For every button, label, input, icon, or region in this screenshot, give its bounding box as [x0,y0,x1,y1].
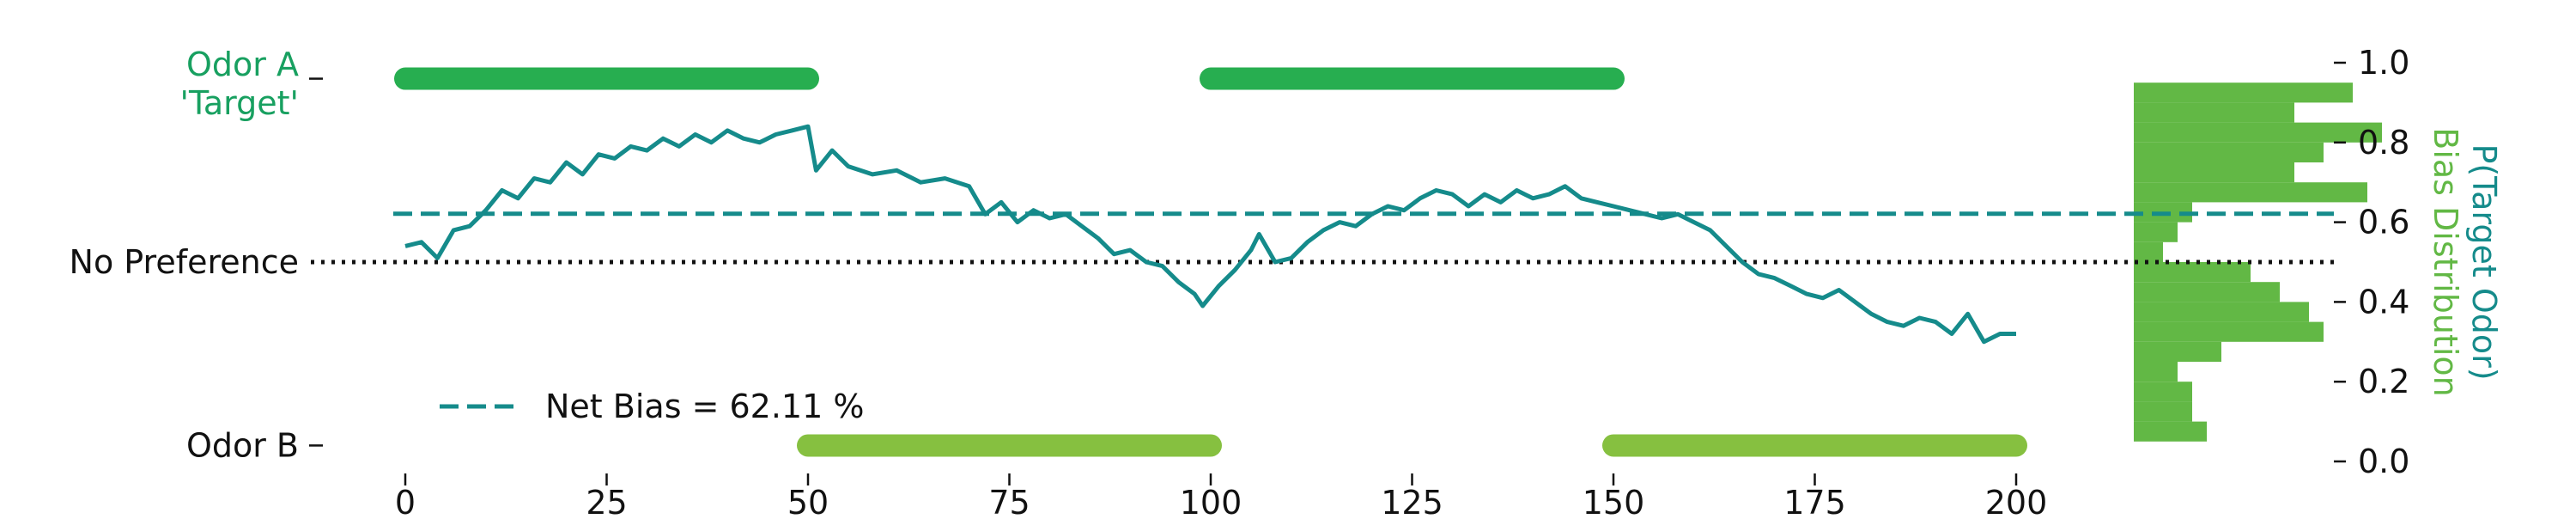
histogram-bar-2 [2134,382,2192,402]
x-tick-label-50: 50 [787,484,829,516]
histogram-bar-0 [2134,421,2207,442]
histogram-bar-7 [2134,282,2280,302]
histogram-bar-13 [2134,162,2294,183]
x-tick-label-75: 75 [988,484,1030,516]
histogram-bar-5 [2134,321,2324,342]
histogram-bar-14 [2134,142,2324,162]
histogram-bar-9 [2134,241,2163,262]
y-tick-label-2: 0.4 [2358,283,2409,321]
histogram-bar-8 [2134,262,2251,283]
y-axis-label-probability: P(Target Odor) [2465,143,2503,380]
histogram-bar-10 [2134,222,2178,242]
y-axis-label-distribution: Bias Distribution [2427,127,2464,396]
x-tick-label-125: 125 [1381,484,1443,516]
x-tick-label-150: 150 [1583,484,1645,516]
y-tick-label-3: 0.6 [2358,204,2409,241]
legend-net-bias-label: Net Bias = 62.11 % [545,388,864,425]
y-tick-label-5: 1.0 [2358,44,2409,82]
histogram-bar-17 [2134,82,2353,103]
odor-a-target-label: 'Target' [180,84,299,122]
no-preference-label: No Preference [70,243,299,281]
x-tick-label-0: 0 [395,484,416,516]
histogram-bar-3 [2134,362,2178,382]
y-tick-label-4: 0.8 [2358,124,2409,162]
histogram-bar-1 [2134,401,2192,422]
x-tick-label-200: 200 [1985,484,2048,516]
x-tick-label-100: 100 [1180,484,1242,516]
histogram-bar-6 [2134,302,2309,322]
x-tick-label-25: 25 [586,484,627,516]
bias-trace-line [404,124,2016,345]
y-tick-label-1: 0.2 [2358,363,2409,400]
histogram-bar-15 [2134,122,2382,143]
x-tick-label-175: 175 [1783,484,1846,516]
histogram-bar-12 [2134,182,2367,203]
histogram-bar-4 [2134,341,2221,362]
odor-b-label: Odor B [186,426,299,464]
y-tick-label-0: 0.0 [2358,443,2409,480]
histogram-bar-16 [2134,102,2294,123]
odor-a-label: Odor A [186,46,299,83]
